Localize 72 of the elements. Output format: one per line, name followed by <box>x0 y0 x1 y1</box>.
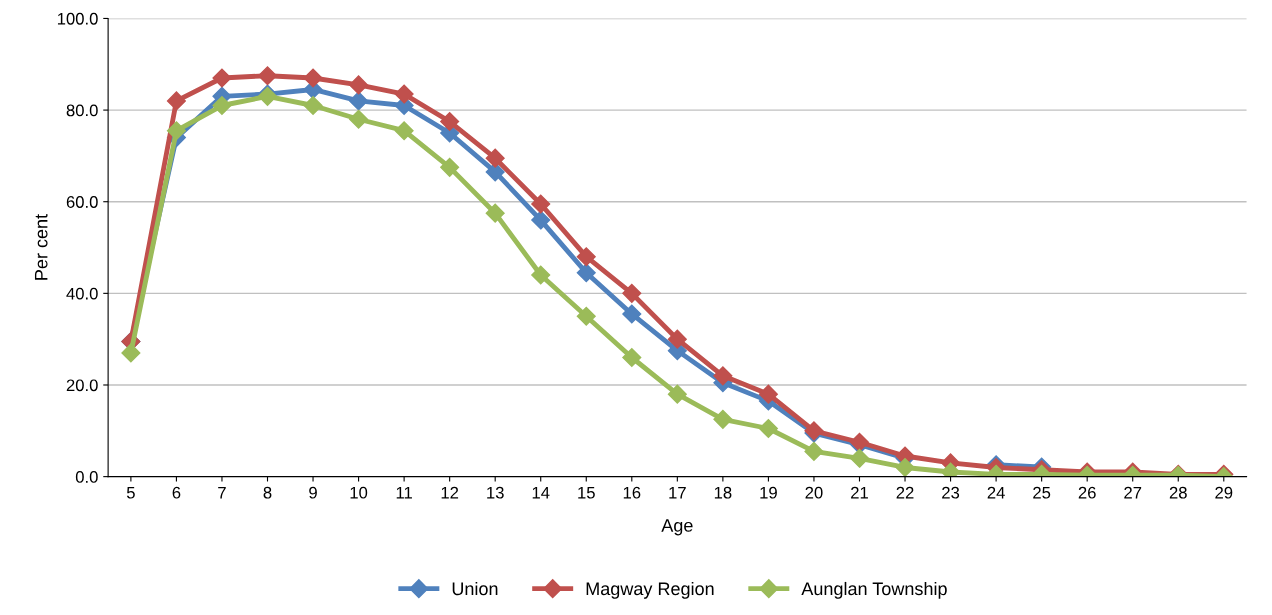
x-tick-label: 19 <box>760 486 777 499</box>
x-tick-label: 15 <box>578 486 595 499</box>
point <box>622 347 642 368</box>
point <box>667 384 687 404</box>
y-tick-label: 0.0 <box>75 471 98 483</box>
y-axis-title: Per cent <box>34 214 48 280</box>
x-tick-label: 27 <box>1124 486 1142 499</box>
point <box>303 95 323 116</box>
point <box>622 304 642 324</box>
point <box>758 418 778 439</box>
point <box>576 306 596 326</box>
point <box>166 91 186 111</box>
point <box>212 95 232 116</box>
point <box>576 263 596 283</box>
x-tick-label: 13 <box>487 486 504 499</box>
y-tick-label: 20.0 <box>66 379 98 392</box>
x-tick-label: 9 <box>309 486 317 499</box>
x-tick-label: 29 <box>1215 486 1233 499</box>
point <box>531 210 551 230</box>
point <box>121 343 141 363</box>
point <box>895 457 915 477</box>
point <box>303 68 323 88</box>
point <box>485 148 505 168</box>
x-tick-label: 6 <box>172 486 181 499</box>
x-tick-label: 24 <box>987 486 1005 499</box>
x-tick-label: 10 <box>350 486 368 499</box>
point <box>166 121 186 141</box>
point <box>849 448 870 468</box>
x-tick-label: 25 <box>1033 486 1051 499</box>
legend-label: Aunglan Township <box>801 581 947 599</box>
x-tick-label: 21 <box>851 486 868 499</box>
x-tick-label: 17 <box>669 486 686 499</box>
point <box>713 409 733 429</box>
point <box>576 247 596 267</box>
point <box>212 68 232 88</box>
point <box>531 265 551 285</box>
legend-label: Union <box>452 581 498 596</box>
point <box>257 66 278 86</box>
point <box>667 329 687 349</box>
point <box>440 157 460 177</box>
point <box>485 162 505 182</box>
x-tick-label: 18 <box>714 486 732 499</box>
x-axis-title: Age <box>661 519 693 536</box>
point <box>804 441 824 461</box>
point <box>531 194 551 214</box>
point <box>758 384 778 404</box>
legend-label: Magway Region <box>586 581 714 599</box>
x-tick-label: 7 <box>218 486 226 499</box>
x-tick-label: 20 <box>805 486 823 499</box>
x-tick-label: 8 <box>263 486 272 499</box>
x-tick-label: 12 <box>441 486 459 499</box>
x-tick-label: 28 <box>1169 486 1187 499</box>
y-tick-label: 60.0 <box>66 196 98 208</box>
y-tick-label: 100.0 <box>57 12 98 25</box>
x-tick-label: 16 <box>623 486 641 499</box>
y-tick-label: 40.0 <box>66 287 98 300</box>
point <box>394 84 414 104</box>
x-tick-label: 5 <box>126 486 135 499</box>
point <box>394 121 414 141</box>
point <box>622 283 642 303</box>
x-tick-label: 11 <box>396 486 412 499</box>
x-tick-label: 23 <box>942 486 960 499</box>
y-tick-label: 80.0 <box>66 104 98 117</box>
point <box>485 203 505 223</box>
point <box>713 366 733 386</box>
point <box>349 91 369 111</box>
x-tick-label: 26 <box>1078 486 1096 499</box>
x-tick-label: 22 <box>896 486 914 499</box>
point <box>440 112 460 132</box>
point <box>349 109 369 129</box>
x-tick-label: 14 <box>532 486 550 499</box>
point <box>349 75 369 95</box>
